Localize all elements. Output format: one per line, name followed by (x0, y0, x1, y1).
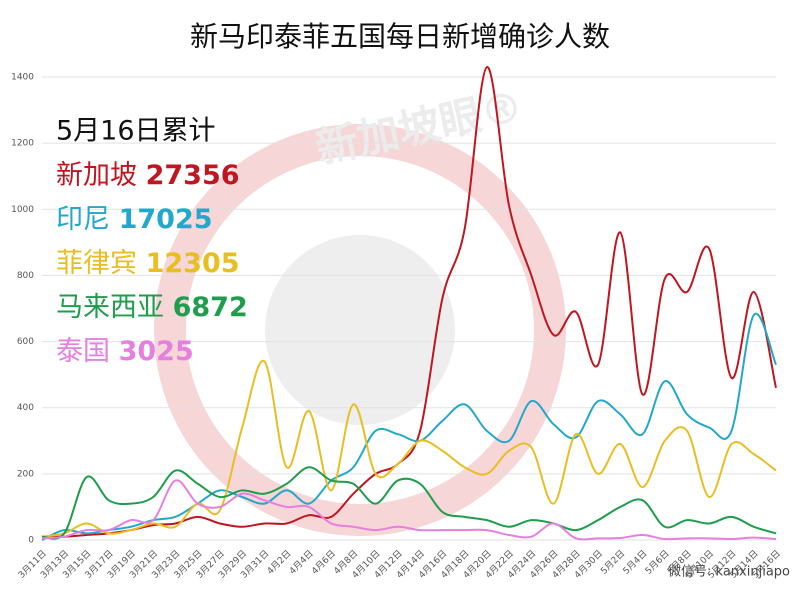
legend-title: 5月16日累计 (56, 116, 216, 147)
y-tick-label: 1000 (11, 205, 34, 215)
series-line (41, 466, 777, 540)
x-tick-label: 4月4日 (287, 548, 316, 577)
legend-name: 泰国 (56, 336, 110, 367)
y-tick-label: 1200 (11, 139, 34, 149)
legend-name: 马来西亚 (56, 292, 164, 323)
y-tick-label: 800 (17, 271, 34, 281)
legend-entry: 新加坡 27356 (56, 160, 240, 191)
legend-entry: 泰国 3025 (56, 336, 194, 367)
x-tick-label: 4月6日 (309, 548, 338, 577)
legend-gap (137, 160, 146, 191)
y-tick-label: 0 (28, 536, 34, 546)
y-tick-label: 200 (17, 469, 34, 479)
legend-entry: 马来西亚 6872 (56, 292, 248, 323)
series-line (41, 359, 777, 538)
y-tick-label: 400 (17, 403, 34, 413)
series-line (41, 312, 777, 541)
legend-entry: 印尼 17025 (56, 204, 213, 235)
legend-total: 3025 (119, 336, 194, 367)
legend-gap (110, 204, 119, 235)
y-tick-label: 600 (17, 337, 34, 347)
legend-gap (164, 292, 173, 323)
footer: 微信号: kanxinjiapo (668, 565, 790, 580)
x-tick-label: 5月2日 (599, 548, 628, 577)
legend-total: 17025 (119, 204, 213, 235)
x-tick-label: 4月2日 (265, 548, 294, 577)
legend-entry: 菲律宾 12305 (56, 248, 240, 279)
y-tick-label: 1400 (11, 73, 34, 83)
series-line (41, 479, 777, 541)
legend-name: 印尼 (56, 204, 110, 235)
legend-name: 新加坡 (56, 160, 137, 191)
legend-name: 菲律宾 (56, 248, 137, 279)
legend-gap (137, 248, 146, 279)
legend-gap (110, 336, 119, 367)
legend-total: 27356 (146, 160, 240, 191)
x-tick-label: 5月4日 (621, 548, 650, 577)
legend-total: 12305 (146, 248, 240, 279)
chart-title: 新马印泰菲五国每日新增确诊人数 (190, 20, 610, 53)
legend-total: 6872 (173, 292, 248, 323)
watermark-disc (265, 235, 455, 425)
